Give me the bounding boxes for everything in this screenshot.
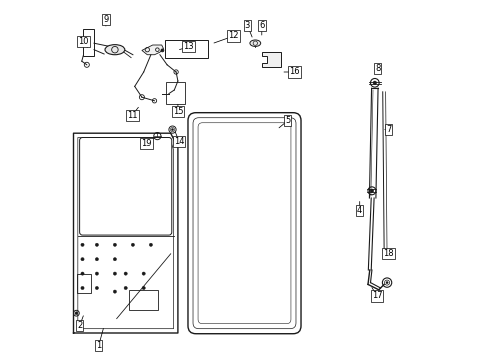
Circle shape bbox=[161, 49, 163, 52]
Bar bbox=[166, 82, 184, 104]
Circle shape bbox=[95, 286, 98, 289]
Circle shape bbox=[124, 272, 127, 275]
Circle shape bbox=[171, 129, 173, 131]
Circle shape bbox=[113, 272, 116, 275]
Text: 8: 8 bbox=[374, 64, 380, 73]
Circle shape bbox=[95, 258, 98, 261]
Circle shape bbox=[81, 243, 84, 246]
Text: 1: 1 bbox=[96, 341, 101, 350]
Circle shape bbox=[81, 258, 84, 261]
Circle shape bbox=[75, 312, 78, 315]
Text: 14: 14 bbox=[173, 136, 184, 145]
FancyBboxPatch shape bbox=[80, 138, 171, 235]
Circle shape bbox=[95, 243, 98, 246]
Circle shape bbox=[142, 286, 145, 289]
Circle shape bbox=[95, 272, 98, 275]
Polygon shape bbox=[142, 45, 163, 55]
Bar bbox=[83, 29, 94, 56]
Circle shape bbox=[81, 286, 84, 289]
Text: 13: 13 bbox=[183, 42, 194, 51]
Text: 2: 2 bbox=[77, 321, 82, 330]
Text: 18: 18 bbox=[383, 249, 393, 258]
Text: 15: 15 bbox=[172, 107, 183, 116]
FancyBboxPatch shape bbox=[187, 113, 301, 334]
Bar bbox=[165, 40, 208, 58]
FancyBboxPatch shape bbox=[193, 118, 295, 329]
Text: 10: 10 bbox=[78, 37, 88, 46]
Text: 9: 9 bbox=[103, 15, 108, 24]
Circle shape bbox=[142, 272, 145, 275]
Circle shape bbox=[124, 286, 127, 289]
Text: 6: 6 bbox=[259, 21, 264, 30]
Circle shape bbox=[113, 258, 116, 261]
Ellipse shape bbox=[249, 40, 260, 46]
Circle shape bbox=[149, 243, 152, 246]
Text: 7: 7 bbox=[385, 125, 390, 134]
Text: 5: 5 bbox=[285, 116, 290, 125]
Bar bbox=[77, 274, 91, 293]
Circle shape bbox=[369, 189, 373, 193]
Circle shape bbox=[131, 243, 134, 246]
Text: 12: 12 bbox=[228, 31, 239, 40]
Text: 4: 4 bbox=[356, 206, 362, 215]
Polygon shape bbox=[261, 52, 280, 67]
Circle shape bbox=[385, 282, 387, 284]
Text: 3: 3 bbox=[244, 21, 249, 30]
Circle shape bbox=[113, 290, 116, 293]
Circle shape bbox=[81, 272, 84, 275]
Circle shape bbox=[372, 81, 376, 85]
Text: 16: 16 bbox=[288, 68, 299, 77]
Text: 17: 17 bbox=[371, 292, 382, 300]
Circle shape bbox=[113, 243, 116, 246]
Text: 11: 11 bbox=[127, 111, 137, 120]
FancyBboxPatch shape bbox=[198, 123, 290, 324]
Ellipse shape bbox=[105, 45, 124, 55]
Bar bbox=[129, 290, 158, 310]
Text: 19: 19 bbox=[141, 139, 151, 148]
